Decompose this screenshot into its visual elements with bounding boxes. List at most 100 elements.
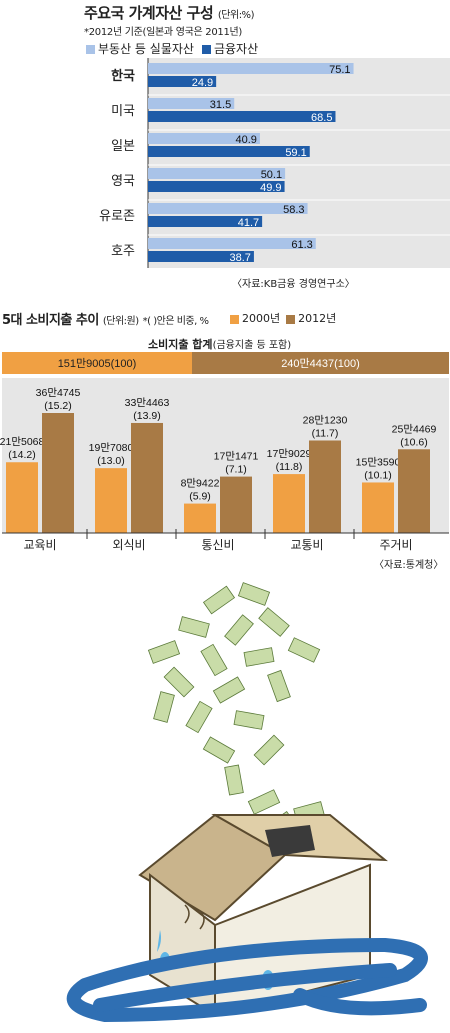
bar-share-label: (5.9) [189, 491, 211, 503]
bar-share-label: (13.0) [97, 455, 124, 467]
bar-value-label: 15만3590 [356, 456, 401, 468]
bar [148, 146, 310, 157]
bar-value-label: 36만4745 [36, 387, 81, 399]
rope [66, 937, 428, 1023]
bar [148, 76, 217, 87]
bar-share-label: (15.2) [44, 400, 71, 412]
bar-value-label: 25만4469 [392, 423, 437, 435]
bar-share-label: (10.1) [364, 469, 391, 481]
consumption-expenditure-chart: 151만9005(100) 240만4437(100) 21만5068(14.2) 3… [0, 352, 449, 552]
bar-value-label: 75.1 [329, 64, 350, 76]
bar-value-label: 58.3 [283, 204, 304, 216]
legend-item-financial-asset: 금융자산 [201, 40, 259, 57]
bar-share-label: (14.2) [8, 449, 35, 461]
bar-share-label: (11.8) [276, 461, 303, 473]
bar-value-label: 31.5 [210, 99, 231, 111]
category-label: 주거비 [379, 538, 412, 552]
bar [148, 133, 260, 144]
bar [148, 216, 263, 227]
bar [309, 440, 341, 533]
bar-value-label: 19만7080 [89, 442, 134, 454]
bar [148, 111, 336, 122]
category-label: 미국 [111, 103, 135, 118]
category-label: 유로존 [99, 208, 135, 223]
bar [148, 203, 308, 214]
bar-value-label: 28만1230 [303, 414, 348, 426]
total-bar-2000 [2, 352, 192, 374]
bar-value-label: 59.1 [285, 147, 306, 159]
chart2-note: *( )안은 비중, % [142, 316, 209, 327]
bar [131, 422, 163, 533]
bar-value-label: 8만9422 [181, 478, 220, 490]
bar [148, 251, 254, 262]
bar-share-label: (7.1) [225, 464, 247, 476]
bar-share-label: (13.9) [133, 410, 160, 422]
total-subtitle: (금융지출 등 포함) [212, 340, 292, 351]
house-money-illustration [66, 582, 428, 1023]
category-label: 통신비 [201, 538, 234, 552]
category-label: 영국 [111, 173, 135, 188]
bar-value-label: 24.9 [192, 77, 213, 89]
chart1-title-text: 주요국 가계자산 구성 [84, 4, 214, 22]
legend-swatch-financial-asset [201, 45, 211, 54]
legend-label-financial-asset: 금융자산 [213, 42, 259, 56]
bar [273, 474, 305, 533]
bar [148, 238, 316, 249]
bar-value-label: 17만9029 [267, 448, 312, 460]
bar-value-label: 17만1471 [214, 451, 259, 463]
bar [148, 181, 285, 192]
chart2-title-text: 5대 소비지출 추이 [2, 313, 99, 328]
bar [184, 503, 216, 533]
bar-value-label: 33만4463 [125, 397, 170, 409]
chart2-unit: (단위:원) [102, 316, 139, 327]
chart2-source: 〈자료:통계청〉 [374, 560, 444, 571]
bar [148, 98, 235, 109]
chart2-title: 5대 소비지출 추이 (단위:원) *( )안은 비중, % [2, 309, 209, 328]
chart1-legend: 부동산 등 실물자산 금융자산 [86, 40, 258, 57]
legend-item-2012: 2012년 [286, 310, 336, 326]
legend-label-2012: 2012년 [298, 312, 337, 325]
bar-value-label: 68.5 [311, 112, 332, 124]
chart2-legend: 2000년 2012년 [230, 310, 336, 326]
chart1-title: 주요국 가계자산 구성 (단위:%) [84, 2, 254, 23]
bar-value-label: 41.7 [238, 217, 259, 229]
category-label: 호주 [111, 243, 135, 258]
legend-swatch-2012 [286, 314, 296, 324]
legend-label-2000: 2000년 [242, 312, 281, 325]
bar-share-label: (11.7) [312, 427, 339, 439]
total-title-text: 소비지출 합계 [148, 338, 213, 351]
legend-item-real-asset: 부동산 등 실물자산 [86, 40, 194, 57]
legend-label-real-asset: 부동산 등 실물자산 [98, 42, 194, 56]
total-expenditure-title: 소비지출 합계(금융지출 등 포함) [148, 336, 291, 352]
bar [362, 482, 394, 533]
bar [148, 63, 354, 74]
total-bar-2012 [192, 352, 449, 374]
category-label: 교육비 [23, 538, 56, 552]
legend-swatch-real-asset [86, 45, 95, 54]
category-label: 한국 [111, 68, 135, 83]
chart1-note: *2012년 기준(일본과 영국은 2011년) [84, 27, 243, 38]
total-label-2000: 151만9005(100) [58, 357, 137, 370]
category-label: 일본 [111, 138, 135, 153]
asset-composition-chart: 한국 75.1 24.9 미국 31.5 68.5 일본 40.9 59.1 영국 50.149.9… [99, 58, 450, 268]
bar [95, 468, 127, 533]
bar [42, 413, 74, 533]
bar [148, 168, 286, 179]
flying-banknotes [147, 582, 325, 844]
bar [398, 449, 430, 533]
total-label-2012: 240만4437(100) [281, 357, 360, 370]
category-label: 교통비 [290, 538, 323, 552]
bar-value-label: 61.3 [291, 239, 312, 251]
bar-value-label: 21만5068 [0, 436, 45, 448]
chart1-plot-background [148, 58, 450, 268]
category-label: 외식비 [112, 538, 145, 552]
legend-swatch-2000 [230, 314, 239, 324]
bar-share-label: (10.6) [400, 436, 427, 448]
bar [6, 462, 38, 533]
bar-value-label: 50.1 [261, 169, 282, 181]
bar-value-label: 40.9 [236, 134, 257, 146]
chart1-unit: (단위:%) [217, 10, 255, 21]
bar-value-label: 49.9 [260, 182, 281, 194]
legend-item-2000: 2000년 [230, 310, 280, 326]
chart1-source: 〈자료:KB금융 경영연구소〉 [232, 279, 355, 290]
